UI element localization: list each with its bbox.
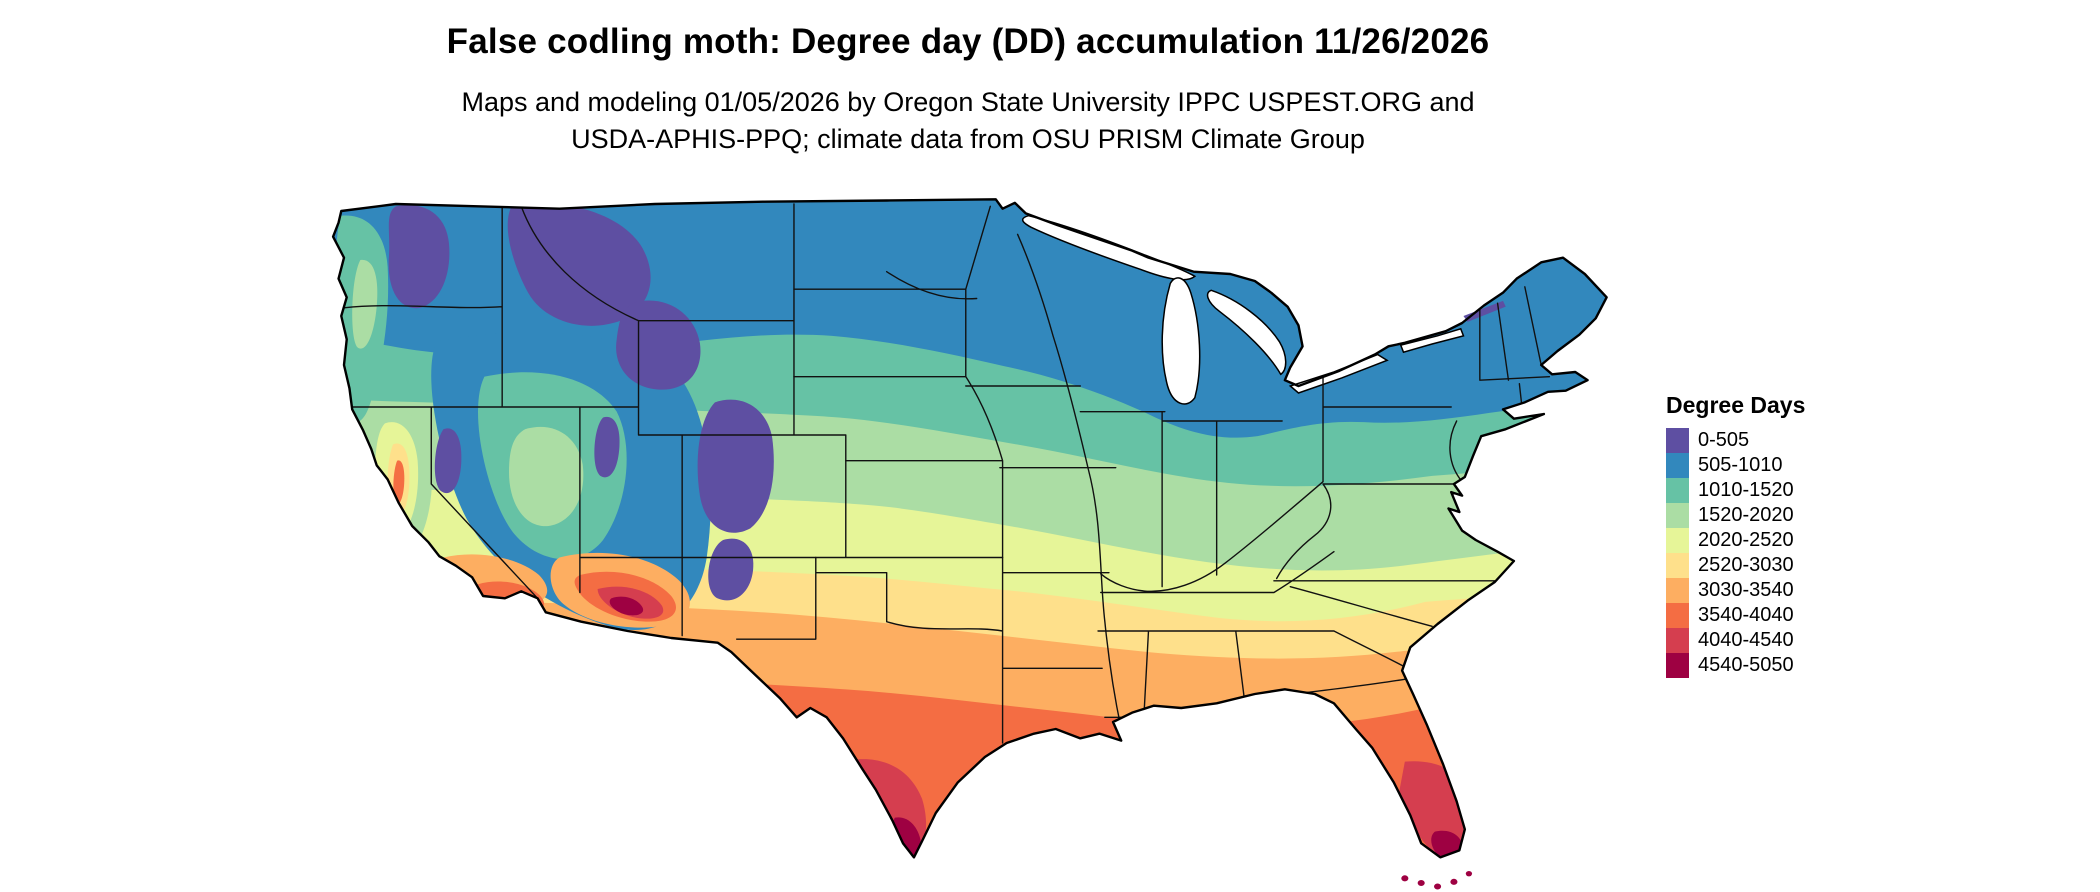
legend-swatch [1666,428,1689,453]
legend-item-label: 3030-3540 [1698,579,1794,601]
legend-swatch [1666,453,1689,478]
map-subtitle-line1: Maps and modeling 01/05/2026 by Oregon S… [461,87,1475,117]
legend-item-label: 2020-2520 [1698,529,1794,551]
legend-item-label: 1520-2020 [1698,504,1794,526]
legend-item: 4540-5050 [1666,653,1805,678]
st-lawrence-sliver [1463,300,1506,322]
us-map-svg [314,190,1623,890]
map-fill-bands [333,199,1607,858]
legend-item-label: 3540-4040 [1698,604,1794,626]
legend-item: 4040-4540 [1666,628,1805,653]
legend-swatch [1666,653,1689,678]
florida-keys [1401,870,1473,890]
legend-swatch [1666,578,1689,603]
legend-item-label: 4540-5050 [1698,654,1794,676]
legend-item: 2020-2520 [1666,528,1805,553]
legend-swatch [1666,603,1689,628]
map-subtitle: Maps and modeling 01/05/2026 by Oregon S… [0,84,1936,158]
legend-item: 3030-3540 [1666,578,1805,603]
conus-outline [333,199,1607,857]
us-degree-day-map [314,190,1623,890]
lake-michigan [1162,278,1199,404]
legend-swatch [1666,553,1689,578]
legend-item: 1520-2020 [1666,503,1805,528]
legend-item: 3540-4040 [1666,603,1805,628]
legend-title: Degree Days [1666,392,1806,418]
legend-item-label: 0-505 [1698,429,1750,451]
legend-item-label: 1010-1520 [1698,479,1794,501]
legend-swatch [1666,628,1689,653]
lake-ontario [1401,329,1464,352]
legend-item-label: 505-1010 [1698,454,1783,476]
legend-item: 2520-3030 [1666,553,1805,578]
legend: Degree Days 0-505 505-1010 1010-1520 152… [1666,392,1805,678]
legend-item: 1010-1520 [1666,478,1805,503]
legend-swatch [1666,528,1689,553]
state-borders [344,204,1549,743]
legend-item: 0-505 [1666,428,1805,453]
legend-item-label: 4040-4540 [1698,629,1794,651]
map-subtitle-line2: USDA-APHIS-PPQ; climate data from OSU PR… [571,124,1365,154]
legend-item: 505-1010 [1666,453,1805,478]
legend-item-label: 2520-3030 [1698,554,1794,576]
lake-huron [1208,290,1286,374]
map-title: False codling moth: Degree day (DD) accu… [446,22,1490,61]
legend-swatch [1666,478,1689,503]
legend-swatch [1666,503,1689,528]
